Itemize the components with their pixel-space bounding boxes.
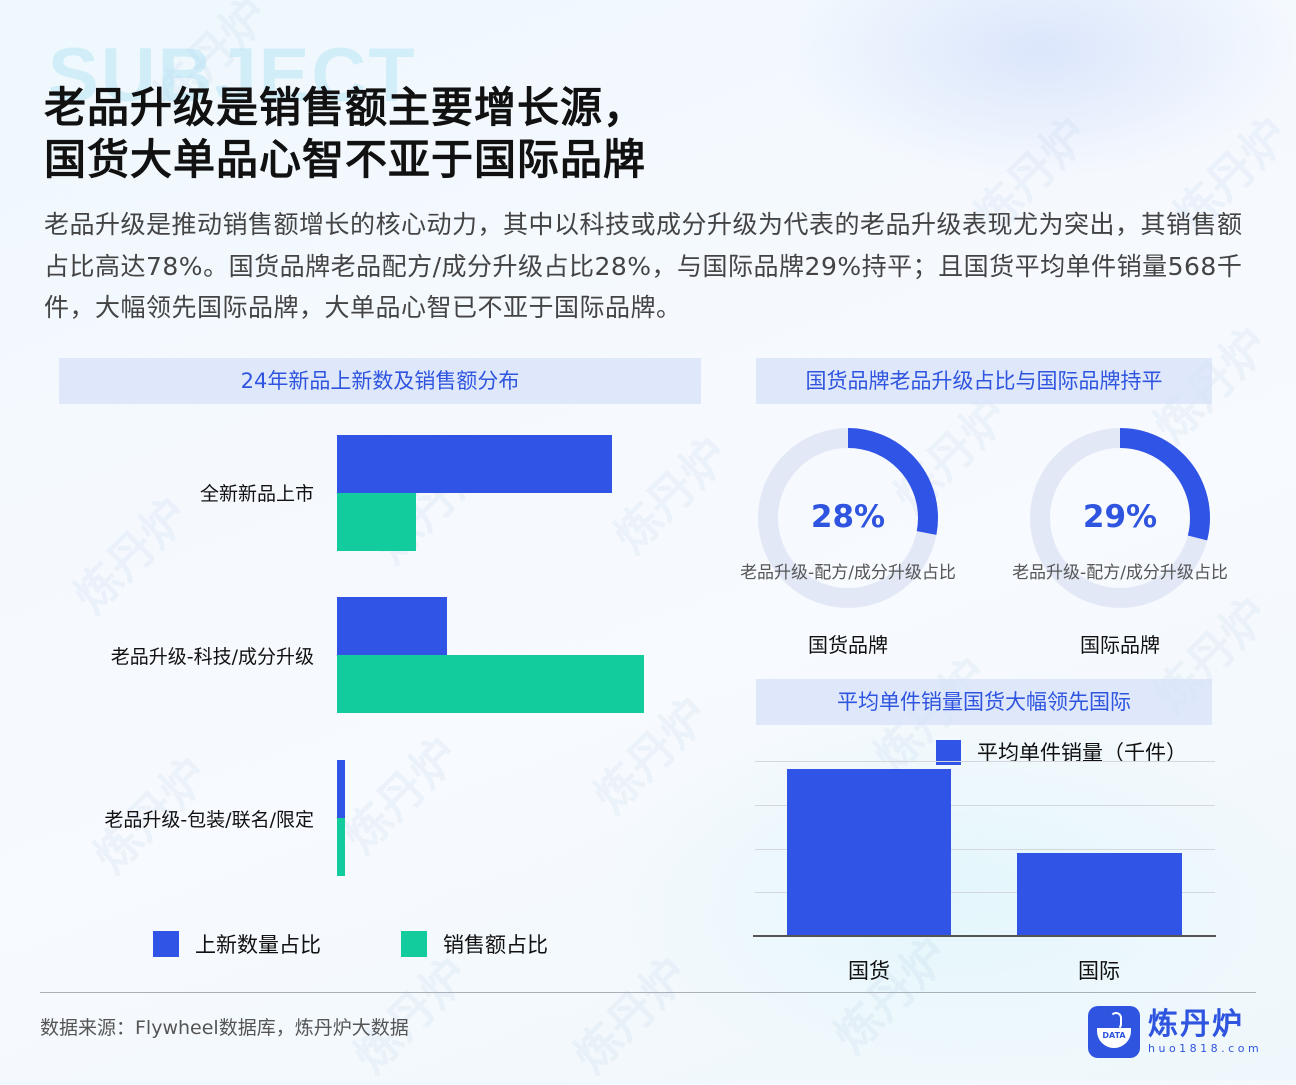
bar-category-label: 老品升级-包装/联名/限定 bbox=[104, 809, 314, 831]
bar-new-count-share bbox=[337, 597, 448, 655]
description: 老品升级是推动销售额增长的核心动力，其中以科技或成分升级为代表的老品升级表现尤为… bbox=[44, 210, 1243, 322]
logo-text: 炼丹炉 huo1818.com bbox=[1148, 1008, 1262, 1056]
bar-category-label: 老品升级-科技/成分升级 bbox=[110, 646, 314, 668]
legend-swatch-blue bbox=[936, 739, 961, 765]
legend-item-new-count: 上新数量占比 bbox=[153, 929, 321, 959]
x-tick-label: 国货 bbox=[848, 959, 890, 983]
gridline bbox=[755, 761, 1215, 762]
page-title: 老品升级是销售额主要增长源， 国货大单品心智不亚于国际品牌 bbox=[44, 82, 646, 186]
legend-swatch-green bbox=[401, 931, 427, 957]
logo-name: 炼丹炉 bbox=[1148, 1007, 1244, 1042]
watermark: 炼丹炉 bbox=[823, 927, 960, 1064]
donut-value: 29% bbox=[1082, 499, 1158, 535]
legend-swatch-blue bbox=[153, 931, 179, 957]
donut-sub-label: 老品升级-配方/成分升级占比 bbox=[740, 563, 956, 583]
legend-label: 上新数量占比 bbox=[195, 933, 321, 957]
bar-new-count-share bbox=[337, 760, 345, 818]
left-panel-header: 24年新品上新数及销售额分布 bbox=[59, 358, 701, 404]
subject-background-text: SUBJECT bbox=[48, 33, 417, 118]
donut-chart-international bbox=[1030, 428, 1210, 608]
bar-international bbox=[1017, 853, 1182, 935]
donut-name: 国际品牌 bbox=[1080, 633, 1160, 657]
brand-logo: DATA 炼丹炉 huo1818.com bbox=[1088, 1006, 1262, 1058]
right-top-panel-header: 国货品牌老品升级占比与国际品牌持平 bbox=[756, 358, 1212, 404]
watermark: 炼丹炉 bbox=[333, 727, 470, 864]
steam-icon bbox=[1110, 1012, 1122, 1030]
legend-label: 销售额占比 bbox=[443, 933, 548, 957]
logo-url: huo1818.com bbox=[1148, 1042, 1263, 1055]
gridline bbox=[755, 805, 1215, 806]
x-axis bbox=[753, 935, 1216, 937]
bar-sales-share bbox=[337, 493, 416, 551]
footer-divider bbox=[40, 992, 1256, 993]
background-glow bbox=[780, 0, 1296, 180]
gridline bbox=[755, 892, 1215, 893]
donut-chart-domestic bbox=[758, 428, 938, 608]
cup-shape: DATA bbox=[1097, 1028, 1131, 1048]
cauldron-icon: DATA bbox=[1088, 1006, 1140, 1058]
legend-label: 平均单件销量（千件） bbox=[977, 741, 1187, 765]
bar-category-label: 全新新品上市 bbox=[199, 483, 314, 505]
bar-sales-share bbox=[337, 818, 345, 876]
donut-name: 国货品牌 bbox=[808, 633, 888, 657]
watermark: 炼丹炉 bbox=[563, 947, 700, 1084]
bar-sales-share bbox=[337, 655, 644, 713]
x-tick-label: 国际 bbox=[1078, 959, 1120, 983]
donut-sub-label: 老品升级-配方/成分升级占比 bbox=[1012, 563, 1228, 583]
watermark: 炼丹炉 bbox=[63, 487, 200, 624]
donut-value: 28% bbox=[810, 499, 886, 535]
title-line-2: 国货大单品心智不亚于国际品牌 bbox=[44, 135, 647, 184]
logo-badge: DATA bbox=[1102, 1031, 1126, 1040]
right-bottom-panel-header: 平均单件销量国货大幅领先国际 bbox=[756, 679, 1212, 725]
watermark: 炼丹炉 bbox=[603, 427, 740, 564]
gridline bbox=[755, 849, 1215, 850]
title-line-1: 老品升级是销售额主要增长源， bbox=[44, 83, 647, 132]
legend-item-avg-sales: 平均单件销量（千件） bbox=[936, 737, 1187, 767]
bar-domestic bbox=[787, 769, 951, 935]
legend-item-sales: 销售额占比 bbox=[401, 929, 548, 959]
data-source: 数据来源：Flywheel数据库，炼丹炉大数据 bbox=[40, 1017, 409, 1039]
bar-new-count-share bbox=[337, 435, 613, 493]
